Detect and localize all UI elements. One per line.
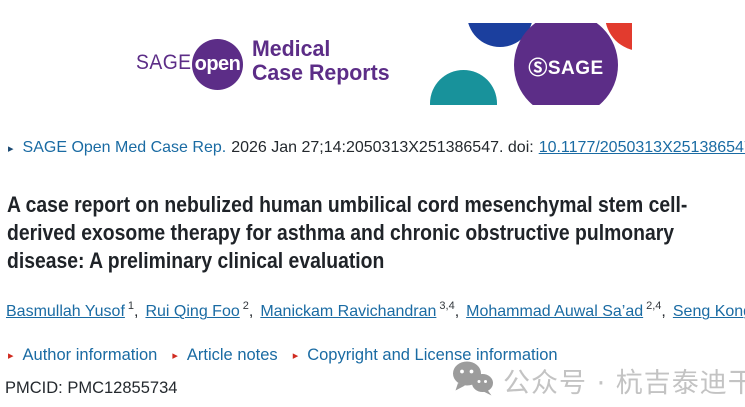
author-link[interactable]: Seng Kong Tham	[672, 303, 745, 321]
article-title: A case report on nebulized human umbilic…	[7, 191, 745, 275]
sage-logo-disc	[514, 23, 618, 105]
author-separator: ,	[248, 303, 254, 321]
copyright-license-toggle[interactable]: ▸ Copyright and License information	[293, 346, 558, 365]
citation-toggle-icon[interactable]: ▸	[8, 142, 14, 155]
toggle-label: Copyright and License information	[307, 346, 558, 364]
journal-name-line2: Case Reports	[252, 60, 390, 85]
sage-open-publisher-text: SAGE	[136, 51, 192, 74]
author-link[interactable]: Basmullah Yusof	[6, 303, 125, 321]
author-separator: ,	[454, 303, 460, 321]
journal-name-line1: Medical	[252, 36, 331, 61]
wechat-icon	[452, 360, 494, 401]
sage-open-logo-circle: open	[192, 39, 243, 90]
author-information-toggle[interactable]: ▸ Author information	[8, 346, 157, 365]
author-separator: ,	[661, 303, 666, 321]
author-affiliation-sup: 2	[242, 300, 249, 312]
journal-link[interactable]: SAGE Open Med Case Rep.	[22, 139, 227, 156]
doi-link[interactable]: 10.1177/2050313X251386547	[538, 139, 745, 156]
toggle-label: Article notes	[186, 346, 278, 364]
toggle-triangle-icon: ▸	[292, 350, 299, 362]
author-item: Rui Qing Foo 2,	[145, 300, 260, 321]
sage-open-label: open	[194, 53, 241, 75]
author-affiliation-sup: 2,4	[646, 300, 662, 312]
author-item: Seng Kong Tham5,✉	[673, 303, 745, 320]
citation-details: 2026 Jan 27;14:2050313X251386547. doi:	[231, 139, 534, 156]
author-link[interactable]: Mohammad Auwal Sa’ad	[466, 303, 644, 321]
pmcid-row: PMCID: PMC12855734	[5, 379, 177, 398]
author-affiliation-sup: 3,4	[439, 300, 455, 312]
author-affiliation-sup: 1	[127, 300, 135, 312]
sage-logo-wordmark: SAGE	[547, 58, 604, 79]
toggle-triangle-icon: ▸	[8, 350, 14, 362]
author-item: Mohammad Auwal Sa’ad 2,4,	[466, 300, 673, 321]
pmcid-value: PMC12855734	[67, 379, 178, 397]
author-link[interactable]: Rui Qing Foo	[145, 303, 240, 321]
citation-row: ▸ SAGE Open Med Case Rep. 2026 Jan 27;14…	[8, 139, 745, 157]
decor-semicircle-teal	[430, 70, 497, 105]
title-line-3: disease: A preliminary clinical evaluati…	[7, 248, 385, 273]
author-item: Basmullah Yusof 1,	[6, 300, 145, 321]
toggle-label: Author information	[22, 346, 158, 364]
toggle-triangle-icon: ▸	[172, 350, 178, 362]
section-toggles-row: ▸ Author information ▸ Article notes ▸ C…	[8, 346, 558, 365]
wechat-watermark: 公众号 · 杭吉泰迪干细胞	[452, 360, 745, 401]
authors-row: Basmullah Yusof 1, Rui Qing Foo 2, Manickam …	[6, 300, 745, 321]
title-line-1: A case report on nebulized human umbilic…	[7, 192, 688, 217]
journal-banner: SAGE open Medical Case Reports ⓈSAGE	[0, 0, 745, 125]
author-separator: ,	[134, 303, 139, 321]
article-notes-toggle[interactable]: ▸ Article notes	[172, 346, 277, 365]
journal-name: Medical Case Reports	[252, 37, 390, 85]
banner-artwork: ⓈSAGE	[420, 23, 632, 105]
watermark-text: 公众号 · 杭吉泰迪干细胞	[503, 368, 745, 399]
sage-logo: ⓈSAGE	[514, 53, 618, 80]
sage-logo-s-icon: Ⓢ	[528, 58, 548, 79]
pmcid-label: PMCID:	[5, 379, 63, 397]
author-link[interactable]: Manickam Ravichandran	[260, 303, 437, 321]
author-item: Manickam Ravichandran 3,4,	[260, 300, 466, 321]
title-line-2: derived exosome therapy for asthma and c…	[7, 220, 675, 245]
